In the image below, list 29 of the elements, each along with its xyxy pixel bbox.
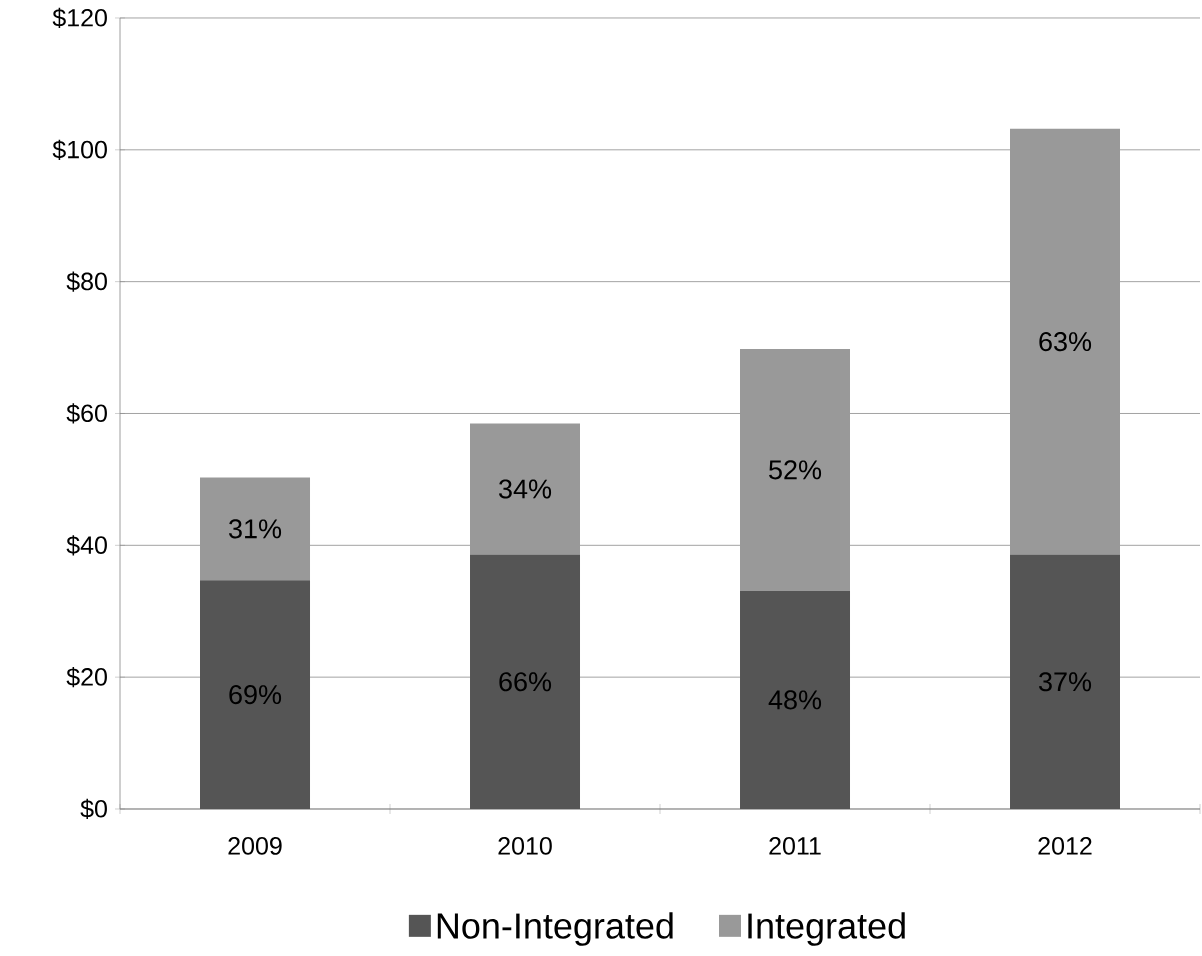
bar: [740, 348, 851, 591]
bar: [1010, 128, 1121, 555]
annotation: 66%: [499, 672, 552, 692]
legend-label: Integrated: [748, 912, 905, 946]
x-tick-label: 2011: [769, 837, 821, 855]
annotation: 34%: [499, 479, 552, 499]
y-tick-label: $60: [66, 403, 107, 424]
x-tick-label: 2009: [228, 837, 282, 855]
bar: [740, 590, 851, 809]
bar: [200, 477, 311, 581]
bar: [470, 554, 581, 809]
y-tick-label: $40: [66, 535, 107, 556]
annotation: 37%: [1039, 672, 1092, 692]
x-tick-label: 2012: [1038, 837, 1092, 855]
y-tick-label: $20: [66, 667, 107, 688]
bar: [200, 580, 311, 809]
bar: [1010, 554, 1121, 809]
x-tick-label: 2010: [498, 837, 552, 855]
y-tick-label: $0: [80, 798, 107, 820]
y-tick-label: $120: [52, 7, 107, 29]
y-tick-label: $80: [66, 271, 107, 292]
annotation: 69%: [229, 685, 282, 705]
annotation: 48%: [768, 690, 822, 710]
annotation: 31%: [229, 519, 282, 539]
annotation: 63%: [1039, 332, 1092, 352]
legend-label: Non-Integrated: [437, 912, 673, 946]
annotation: 52%: [769, 460, 822, 480]
y-tick-label: $100: [52, 139, 107, 160]
bar: [470, 423, 581, 555]
